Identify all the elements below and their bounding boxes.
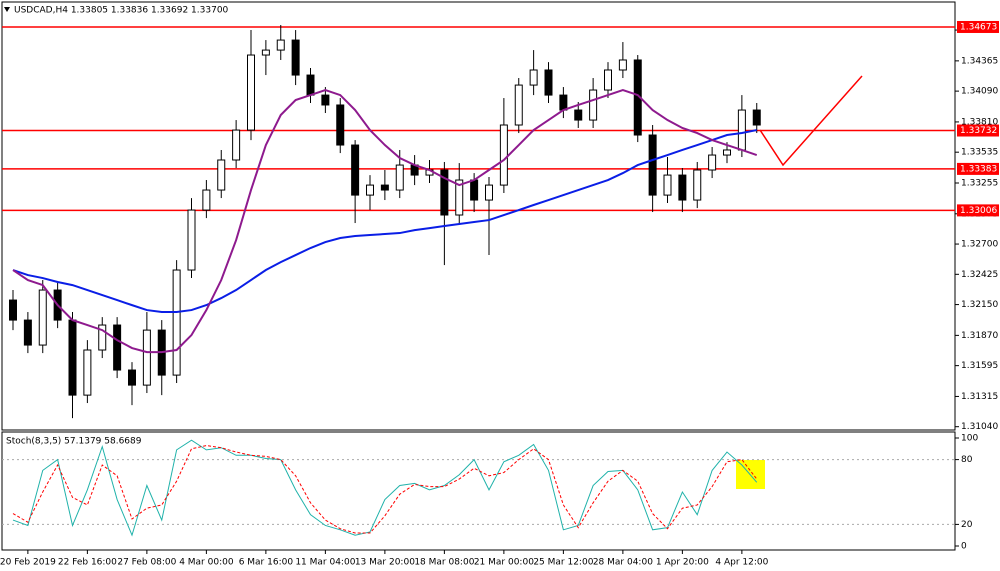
level-label: 1.34673 — [960, 22, 997, 32]
price-axis: 1.346451.343651.340901.338101.335351.332… — [955, 20, 999, 552]
candle-body — [499, 124, 508, 186]
plot: 20 Feb 2019 22 Feb 16:00 27 Feb 08:00 4 Mar… — [0, 24, 955, 568]
x-tick-label: 1 Apr 20:00 — [656, 558, 709, 568]
x-tick-label: 27 Feb 08:00 — [117, 558, 176, 568]
menu-arrow[interactable] — [4, 7, 10, 12]
level-label: 1.33006 — [960, 206, 997, 216]
candle-body — [737, 109, 746, 151]
candle-body — [336, 104, 345, 146]
candle-body — [380, 184, 389, 191]
candle-body — [395, 164, 404, 191]
x-tick-label: 28 Mar 04:00 — [593, 558, 653, 568]
forecast-path — [759, 75, 863, 167]
candle-body — [128, 369, 136, 386]
level-label: 1.33732 — [960, 126, 997, 136]
candle-body — [68, 319, 77, 396]
level-label-bg — [957, 162, 999, 175]
candle-body — [321, 94, 330, 106]
level-label-bg — [957, 204, 999, 217]
y-tick-label: 80 — [961, 455, 973, 465]
y-tick-label: 0 — [961, 542, 967, 552]
candle-body — [202, 189, 211, 211]
candle-body — [232, 129, 241, 161]
x-tick-label: 13 Mar 20:00 — [355, 558, 415, 568]
candle-body — [544, 69, 553, 96]
candle-body — [366, 184, 374, 196]
main-pane — [1, 1, 956, 431]
candle-body — [187, 209, 196, 271]
x-tick-label: 6 Mar 16:00 — [239, 558, 294, 568]
candle-body — [470, 179, 479, 201]
y-tick-label: 1.31315 — [961, 392, 998, 402]
candle-body — [485, 184, 493, 201]
stoch-pane — [1, 431, 956, 551]
candle-body — [678, 174, 687, 201]
level-label-bg — [957, 124, 999, 137]
y-tick-label: 1.31595 — [961, 361, 998, 371]
candle-body — [693, 169, 702, 201]
level-label-bg — [957, 20, 999, 33]
y-tick-label: 1.32700 — [961, 240, 998, 250]
candle-body — [604, 69, 612, 91]
x-tick-label: 21 Mar 00:00 — [474, 558, 534, 568]
y-tick-label: 100 — [961, 434, 978, 444]
x-tick-label: 25 Mar 12:00 — [533, 558, 593, 568]
candle-body — [83, 349, 92, 396]
candle-body — [559, 94, 568, 111]
x-tick-label: 20 Feb 2019 — [0, 558, 56, 568]
candle-body — [589, 89, 598, 121]
candle-body — [23, 319, 32, 346]
candle-body — [276, 39, 285, 51]
x-tick-label: 22 Feb 16:00 — [58, 558, 117, 568]
stoch-line — [12, 439, 758, 537]
candle-body — [723, 149, 731, 156]
y-tick-label: 1.34090 — [961, 87, 998, 97]
x-tick-label: 4 Apr 12:00 — [715, 558, 768, 568]
candle-body — [648, 134, 657, 196]
candle-body — [9, 299, 17, 321]
candle-body — [247, 54, 255, 131]
candle-body — [529, 69, 538, 86]
moving-average — [12, 129, 757, 314]
y-tick-label: 1.33810 — [961, 117, 998, 127]
y-tick-label: 1.31870 — [961, 331, 998, 341]
x-tick-label: 4 Mar 00:00 — [179, 558, 234, 568]
level-label: 1.33383 — [960, 164, 997, 174]
y-tick-label: 1.34365 — [961, 56, 998, 66]
candle-body — [172, 269, 181, 376]
candle-body — [261, 49, 270, 56]
candle-body — [351, 144, 360, 196]
candle-body — [306, 74, 315, 96]
x-tick-label: 18 Mar 08:00 — [414, 558, 474, 568]
candle-body — [291, 39, 300, 76]
candle-body — [514, 84, 523, 126]
candle-body — [708, 154, 717, 171]
candle-body — [455, 179, 464, 216]
candle-body — [38, 289, 47, 346]
chart-header: USDCAD,H4 1.33805 1.33836 1.33692 1.3370… — [14, 6, 229, 16]
candle-body — [142, 329, 151, 386]
candle-body — [98, 324, 107, 351]
candle-body — [752, 109, 761, 126]
stoch-header: Stoch(8,3,5) 57.1379 58.6689 — [6, 437, 142, 447]
x-tick-label: 11 Mar 04:00 — [295, 558, 355, 568]
candle-body — [217, 159, 226, 191]
y-tick-label: 1.32425 — [961, 270, 998, 280]
moving-average — [12, 88, 758, 354]
y-tick-label: 1.32150 — [961, 300, 998, 310]
y-tick-label: 1.33255 — [961, 178, 998, 188]
y-tick-label: 1.31040 — [961, 422, 998, 432]
candle-body — [618, 59, 627, 71]
candle-body — [574, 109, 583, 121]
candle-body — [663, 174, 672, 196]
y-tick-label: 1.33535 — [961, 148, 998, 158]
y-tick-label: 20 — [961, 520, 973, 530]
candle-body — [113, 324, 122, 371]
candle-body — [440, 169, 449, 216]
stoch-line — [12, 445, 758, 534]
